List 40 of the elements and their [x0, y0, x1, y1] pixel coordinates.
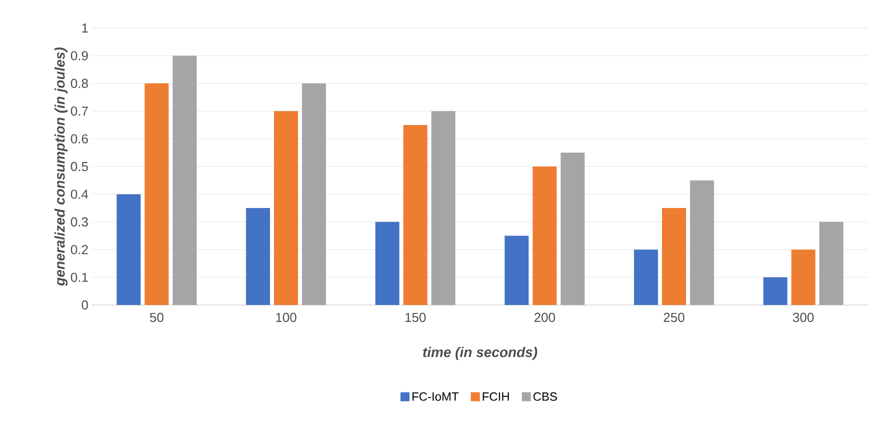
y-tick-label: 1: [82, 24, 88, 32]
x-axis-title: time (in seconds): [423, 346, 538, 360]
y-tick-label: 0.5: [70, 162, 88, 172]
y-axis-title: generalized consumption (in joules): [54, 48, 68, 286]
bar: [172, 56, 197, 305]
x-tick-label: 50: [150, 312, 164, 322]
x-tick-label: 100: [276, 312, 296, 322]
y-tick-label: 0: [82, 300, 88, 310]
x-tick-label: 300: [792, 312, 814, 322]
bar: [116, 194, 141, 305]
y-tick-label: 0.3: [70, 217, 88, 226]
bar: [431, 111, 456, 305]
bar: [791, 250, 816, 305]
y-tick-label: 0.8: [70, 78, 88, 88]
legend-label: FCIH: [482, 392, 509, 401]
bar: [690, 180, 714, 305]
bar: [819, 222, 844, 305]
bar: [560, 152, 585, 305]
y-tick-label: 0.4: [70, 190, 88, 199]
y-tick-label: 0.9: [70, 51, 88, 60]
x-tick-label: 250: [664, 312, 684, 322]
y-tick-label: 0.1: [70, 272, 88, 282]
bar: [403, 124, 428, 305]
bar: [375, 222, 400, 305]
y-tick-label: 0.7: [70, 106, 88, 116]
y-tick-label: 0.6: [70, 134, 88, 144]
legend-label: CBS: [533, 392, 557, 401]
x-tick-label: 200: [534, 312, 556, 322]
x-tick-label: 150: [405, 312, 426, 322]
bar: [504, 236, 529, 305]
bar: [532, 166, 557, 305]
bar: [246, 208, 270, 305]
bar: [144, 83, 169, 305]
legend-label: FC-IoMT: [412, 392, 459, 401]
bar: [274, 111, 298, 305]
bar: [662, 208, 686, 305]
bar: [634, 250, 658, 305]
bar: [763, 277, 788, 305]
y-tick-label: 0.2: [70, 244, 88, 254]
bar: [302, 83, 326, 305]
